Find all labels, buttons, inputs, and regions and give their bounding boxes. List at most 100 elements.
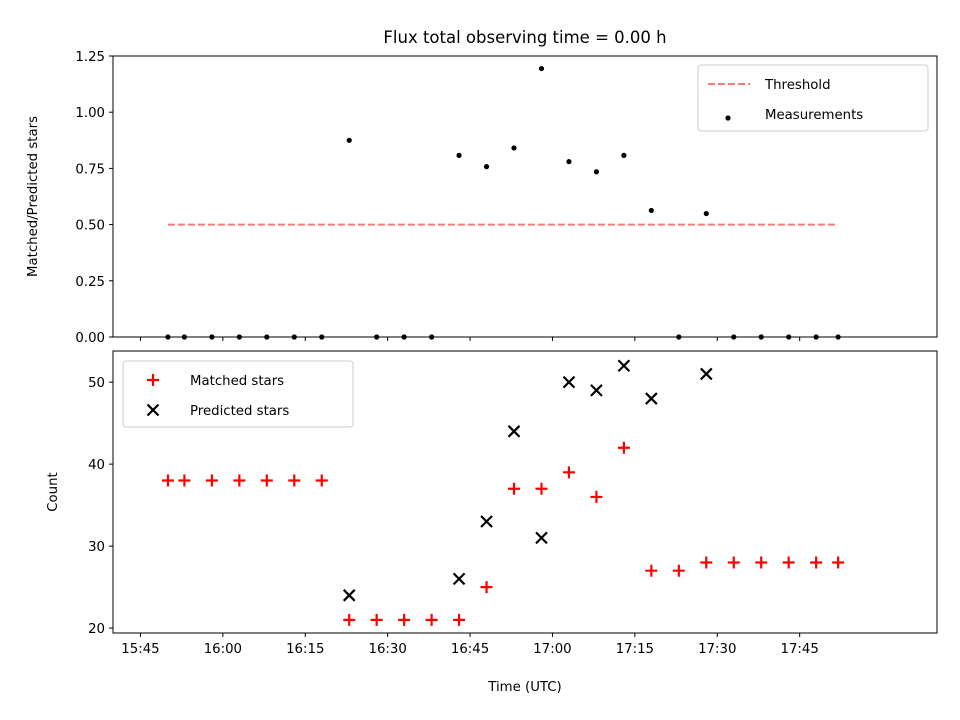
measurement-point xyxy=(786,334,792,340)
matched-star-point xyxy=(343,613,356,626)
matched-star-point xyxy=(755,556,768,569)
matched-star-point xyxy=(535,482,548,495)
predicted-star-point xyxy=(342,589,356,602)
measurement-point xyxy=(165,334,171,340)
measurement-point xyxy=(835,334,841,340)
matched-star-point xyxy=(727,556,740,569)
measurement-point xyxy=(648,207,654,214)
series-matched-stars xyxy=(161,441,845,626)
measurement-point xyxy=(291,334,297,340)
measurement-point xyxy=(181,334,188,340)
matched-star-point xyxy=(480,581,493,594)
matched-star-point xyxy=(508,482,521,495)
measurement-point xyxy=(731,334,737,340)
legend-entry-label: Measurements xyxy=(765,108,863,123)
x-tick-label: 17:15 xyxy=(616,642,654,657)
plot-frame xyxy=(112,55,938,338)
legend-entry-label: Predicted stars xyxy=(190,404,289,419)
matched-star-point xyxy=(370,613,383,626)
predicted-star-point xyxy=(507,425,521,438)
matched-star-point xyxy=(260,474,273,487)
y-tick-label: 40 xyxy=(88,458,105,473)
x-tick-label: 16:30 xyxy=(369,642,407,657)
measurement-point xyxy=(703,210,709,217)
matched-star-point xyxy=(425,613,438,626)
y-tick-label: 0.50 xyxy=(75,219,105,234)
measurement-point xyxy=(236,334,242,340)
measurement-point xyxy=(319,334,325,340)
x-tick-label: 17:30 xyxy=(698,642,736,657)
y-tick-label: 1.00 xyxy=(75,106,105,121)
x-tick-label: 17:00 xyxy=(533,642,571,657)
top-panel: 0.00 0.25 0.50 0.75 1.00 1.25 Matched/Predicte… xyxy=(26,50,938,346)
predicted-star-point xyxy=(452,572,466,586)
predicted-star-point xyxy=(562,375,576,389)
matched-star-point xyxy=(700,556,713,569)
measurement-point xyxy=(758,334,764,340)
x-tick-label: 15:45 xyxy=(121,642,159,657)
predicted-star-point xyxy=(535,531,548,545)
x-tick-label: 16:00 xyxy=(204,642,242,657)
matched-star-point xyxy=(161,474,174,487)
x-tick-label: 16:15 xyxy=(286,642,324,657)
matched-star-point xyxy=(453,613,466,626)
matched-star-point xyxy=(810,556,823,569)
predicted-star-point xyxy=(617,359,631,373)
measurement-point xyxy=(346,137,352,143)
matched-star-point xyxy=(590,490,603,503)
y-tick-label: 1.25 xyxy=(75,50,105,65)
matched-star-point xyxy=(672,564,685,577)
measurement-point xyxy=(621,152,627,158)
legend-entry-label: Threshold xyxy=(764,78,831,93)
x-tick-label: 17:45 xyxy=(781,642,819,657)
measurement-point xyxy=(566,159,572,165)
matched-star-point xyxy=(562,466,575,479)
series-predicted-stars xyxy=(342,359,713,602)
predicted-star-point xyxy=(480,515,493,528)
matched-star-point xyxy=(617,441,630,454)
matched-star-point xyxy=(645,564,658,577)
measurement-point xyxy=(209,334,215,340)
legend-box xyxy=(122,360,354,428)
y-tick-label: 0.75 xyxy=(75,162,105,177)
legend-matched-swatch xyxy=(147,374,159,386)
matched-star-point xyxy=(315,474,328,487)
measurement-point xyxy=(538,65,545,72)
series-measurements xyxy=(165,65,841,340)
predicted-star-point xyxy=(645,392,658,405)
y-tick-label: 30 xyxy=(88,540,105,555)
matched-star-point xyxy=(288,474,301,487)
measurement-point xyxy=(264,334,270,340)
figure-title: Flux total observing time = 0.00 h xyxy=(383,28,666,47)
legend: Threshold Measurements xyxy=(697,64,929,132)
matched-star-point xyxy=(205,474,218,487)
legend-predicted-swatch xyxy=(146,403,160,417)
matched-star-point xyxy=(782,556,795,569)
measurement-point xyxy=(374,334,380,340)
legend: Matched stars Predicted stars xyxy=(122,360,354,428)
matched-star-point xyxy=(178,474,191,487)
y-axis-label: Count xyxy=(46,472,61,512)
y-axis-label: Matched/Predicted stars xyxy=(26,116,41,277)
measurement-point xyxy=(676,334,682,340)
y-tick-label: 50 xyxy=(88,376,105,391)
measurement-point xyxy=(511,145,517,151)
matched-star-point xyxy=(832,556,845,569)
legend-box xyxy=(697,64,929,132)
y-tick-label: 0.00 xyxy=(75,331,105,346)
matched-star-point xyxy=(233,474,246,487)
measurement-point xyxy=(401,334,407,340)
y-tick-label: 0.25 xyxy=(75,275,105,290)
legend-measurement-swatch xyxy=(725,115,731,121)
measurement-point xyxy=(456,152,462,158)
predicted-star-point xyxy=(700,367,713,381)
plot-frame xyxy=(112,350,938,634)
x-tick-label: 16:45 xyxy=(451,642,489,657)
measurement-point xyxy=(483,164,490,170)
y-tick-label: 20 xyxy=(88,622,105,637)
x-axis-label: Time (UTC) xyxy=(487,680,562,695)
measurement-point xyxy=(429,334,435,340)
matched-star-point xyxy=(398,613,411,626)
bottom-panel: 20 30 40 50 15:45 16:00 16:15 16:30 16:45 17:00 17… xyxy=(46,350,938,657)
